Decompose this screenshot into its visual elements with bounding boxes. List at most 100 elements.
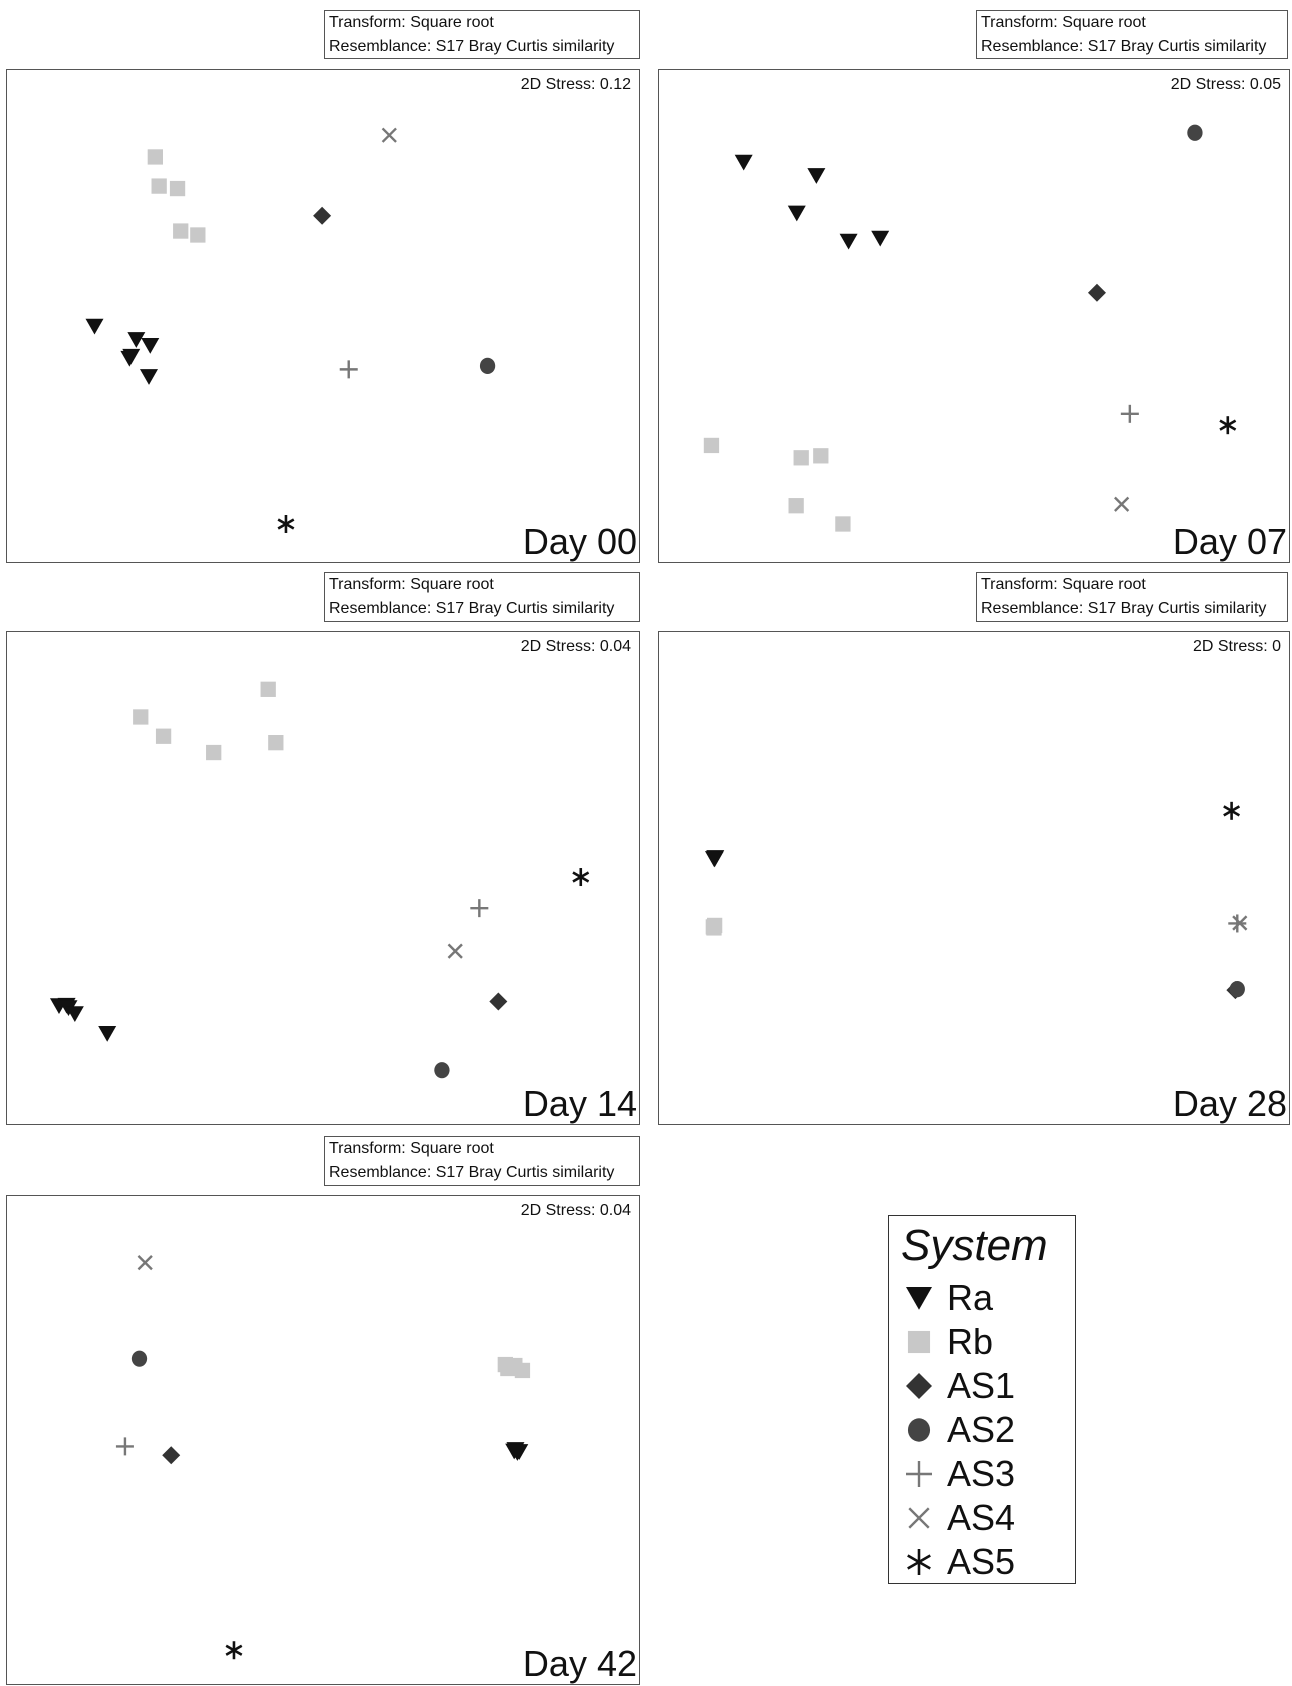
scatter-plot xyxy=(85,127,496,533)
plot-area: 2D Stress: 0 Day 28 xyxy=(658,631,1290,1125)
point-as4 xyxy=(1232,915,1248,931)
point-rb xyxy=(206,744,222,761)
legend-label: Rb xyxy=(947,1321,994,1362)
day-label: Day 42 xyxy=(522,1643,637,1684)
plot-area: 2D Stress: 0.12 Day 00 xyxy=(6,69,640,563)
legend-label: AS1 xyxy=(947,1365,1016,1406)
point-as4 xyxy=(447,943,463,959)
diamond-icon xyxy=(906,1373,932,1399)
info-box: Transform: Square root Resemblance: S17 … xyxy=(324,572,640,622)
point-ra xyxy=(871,230,890,247)
point-rb xyxy=(703,437,720,454)
point-rb xyxy=(514,1362,531,1379)
legend-item-as4: AS4 xyxy=(899,1496,1069,1540)
point-as2 xyxy=(1229,981,1245,998)
point-as4 xyxy=(137,1255,153,1271)
point-rb xyxy=(788,498,804,514)
circle-icon xyxy=(907,1418,931,1442)
point-rb xyxy=(190,227,206,243)
legend-label: AS5 xyxy=(947,1541,1016,1582)
resemblance-text: Resemblance: S17 Bray Curtis similarity xyxy=(329,38,615,55)
asterisk-icon xyxy=(907,1549,931,1575)
transform-text: Transform: Square root xyxy=(329,1140,494,1157)
resemblance-text: Resemblance: S17 Bray Curtis similarity xyxy=(329,600,615,617)
legend-item-as5: AS5 xyxy=(899,1540,1069,1584)
point-ra xyxy=(127,332,146,348)
point-rb xyxy=(813,448,829,464)
point-as2 xyxy=(479,357,496,375)
point-as1 xyxy=(1087,283,1106,302)
point-ra xyxy=(85,318,104,335)
legend-item-as3: AS3 xyxy=(899,1452,1069,1496)
point-ra xyxy=(141,338,160,354)
day-label: Day 28 xyxy=(1172,1083,1287,1124)
point-rb xyxy=(133,709,149,725)
point-rb xyxy=(268,735,284,751)
info-box: Transform: Square root Resemblance: S17 … xyxy=(976,10,1288,59)
point-ra xyxy=(140,369,159,385)
point-ra xyxy=(787,205,806,222)
point-rb xyxy=(706,920,722,936)
stress-label: 2D Stress: 0.04 xyxy=(520,638,631,655)
scatter-plot xyxy=(49,681,590,1079)
point-as5 xyxy=(1219,416,1237,435)
legend-label: AS2 xyxy=(947,1409,1016,1450)
point-as1 xyxy=(162,1446,181,1465)
day-label: Day 14 xyxy=(522,1083,637,1124)
point-as3 xyxy=(1120,404,1139,423)
legend-marker-as5 xyxy=(907,1549,931,1575)
resemblance-text: Resemblance: S17 Bray Curtis similarity xyxy=(329,1164,615,1181)
point-as3 xyxy=(339,360,358,379)
point-ra xyxy=(122,348,141,365)
point-as3 xyxy=(470,899,489,918)
point-ra xyxy=(839,233,858,250)
transform-text: Transform: Square root xyxy=(329,576,494,593)
point-as1 xyxy=(489,992,508,1011)
point-as5 xyxy=(225,1641,243,1660)
legend-label: AS3 xyxy=(947,1453,1016,1494)
transform-text: Transform: Square root xyxy=(329,14,494,31)
plot-area: 2D Stress: 0.05 Day 07 xyxy=(658,69,1290,563)
point-rb xyxy=(835,516,851,532)
legend-marker-as4 xyxy=(908,1507,930,1529)
legend-marker-as1 xyxy=(906,1373,932,1399)
plot-area: 2D Stress: 0.04 Day 14 xyxy=(6,631,640,1125)
plus-icon xyxy=(906,1461,932,1487)
x-icon xyxy=(908,1507,930,1529)
point-as3 xyxy=(115,1437,134,1456)
legend-marker-rb xyxy=(907,1330,931,1354)
point-as5 xyxy=(572,868,590,887)
point-as5 xyxy=(277,514,295,533)
stress-label: 2D Stress: 0.04 xyxy=(520,1202,631,1219)
legend-marker-ra xyxy=(906,1286,932,1310)
point-as2 xyxy=(1187,124,1203,141)
transform-text: Transform: Square root xyxy=(981,576,1146,593)
scatter-plot xyxy=(703,124,1237,532)
legend: System Ra Rb AS1 AS2 AS3 AS4 AS5 xyxy=(888,1215,1076,1584)
legend-item-ra: Ra xyxy=(899,1276,1069,1320)
point-rb xyxy=(155,728,172,744)
point-as5 xyxy=(1223,801,1241,820)
resemblance-text: Resemblance: S17 Bray Curtis similarity xyxy=(981,600,1267,617)
point-ra xyxy=(98,1025,117,1042)
info-box: Transform: Square root Resemblance: S17 … xyxy=(976,572,1288,622)
stress-label: 2D Stress: 0 xyxy=(1192,638,1281,655)
day-label: Day 07 xyxy=(1172,521,1287,562)
plot-area: 2D Stress: 0.04 Day 42 xyxy=(6,1195,640,1685)
point-ra xyxy=(65,1006,84,1022)
triangle-down-icon xyxy=(906,1286,932,1310)
square-icon xyxy=(907,1330,931,1354)
info-box: Transform: Square root Resemblance: S17 … xyxy=(324,1136,640,1186)
day-label: Day 00 xyxy=(522,521,637,562)
legend-label: AS4 xyxy=(947,1497,1016,1538)
legend-item-as2: AS2 xyxy=(899,1408,1069,1452)
point-as4 xyxy=(1114,496,1130,512)
legend-label: Ra xyxy=(947,1277,994,1318)
point-as4 xyxy=(381,127,397,143)
scatter-plot xyxy=(115,1255,531,1660)
point-rb xyxy=(260,681,276,697)
legend-item-rb: Rb xyxy=(899,1320,1069,1364)
point-as3 xyxy=(1228,914,1247,933)
point-rb xyxy=(151,178,167,194)
scatter-plot xyxy=(704,801,1248,1000)
